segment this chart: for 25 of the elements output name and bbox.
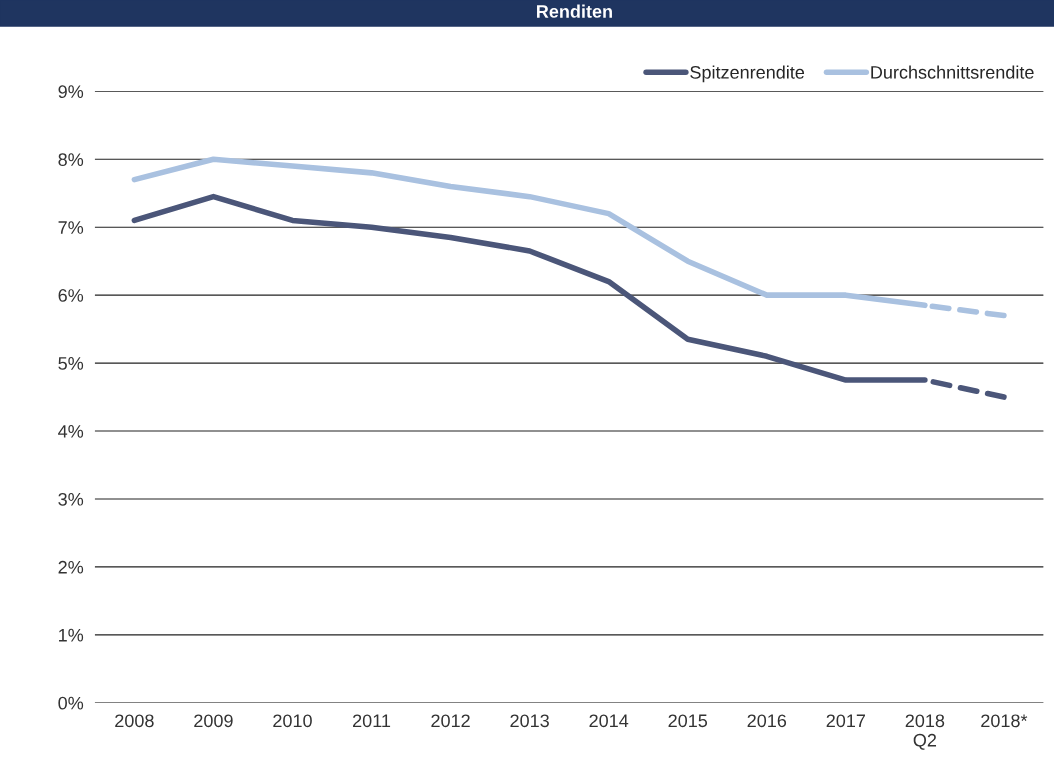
legend-label: Spitzenrendite: [690, 65, 805, 83]
y-tick-label: 1%: [59, 628, 84, 642]
x-tick-label: 2016: [747, 714, 787, 728]
y-tick-label: 7%: [58, 221, 84, 234]
y-tick-label: 9%: [58, 85, 84, 99]
x-tick-label: 2009: [194, 714, 233, 728]
x-tick-label: 2018*: [981, 714, 1028, 728]
y-tick-label: 2%: [58, 560, 84, 574]
y-tick-label: 5%: [58, 357, 84, 370]
x-tick-label: 2008: [115, 714, 154, 728]
chart-title: Renditen: [537, 4, 612, 18]
x-tick-label: 2015: [668, 714, 708, 728]
y-tick-label: 0%: [58, 696, 84, 710]
y-tick-label: 6%: [58, 289, 84, 302]
x-tick-label: 2018 Q2: [905, 714, 945, 750]
y-tick-label: 4%: [58, 425, 84, 438]
y-tick-label: 8%: [58, 153, 84, 166]
x-tick-label: 2017: [826, 714, 866, 728]
legend-label: Durchschnittsrendite: [871, 65, 1034, 79]
x-tick-label: 2010: [273, 714, 312, 728]
x-tick-label: 2012: [431, 714, 470, 728]
x-tick-label: 2014: [589, 714, 629, 728]
y-tick-label: 3%: [58, 492, 84, 506]
x-tick-label: 2011: [353, 714, 391, 728]
x-tick-label: 2013: [510, 714, 549, 728]
